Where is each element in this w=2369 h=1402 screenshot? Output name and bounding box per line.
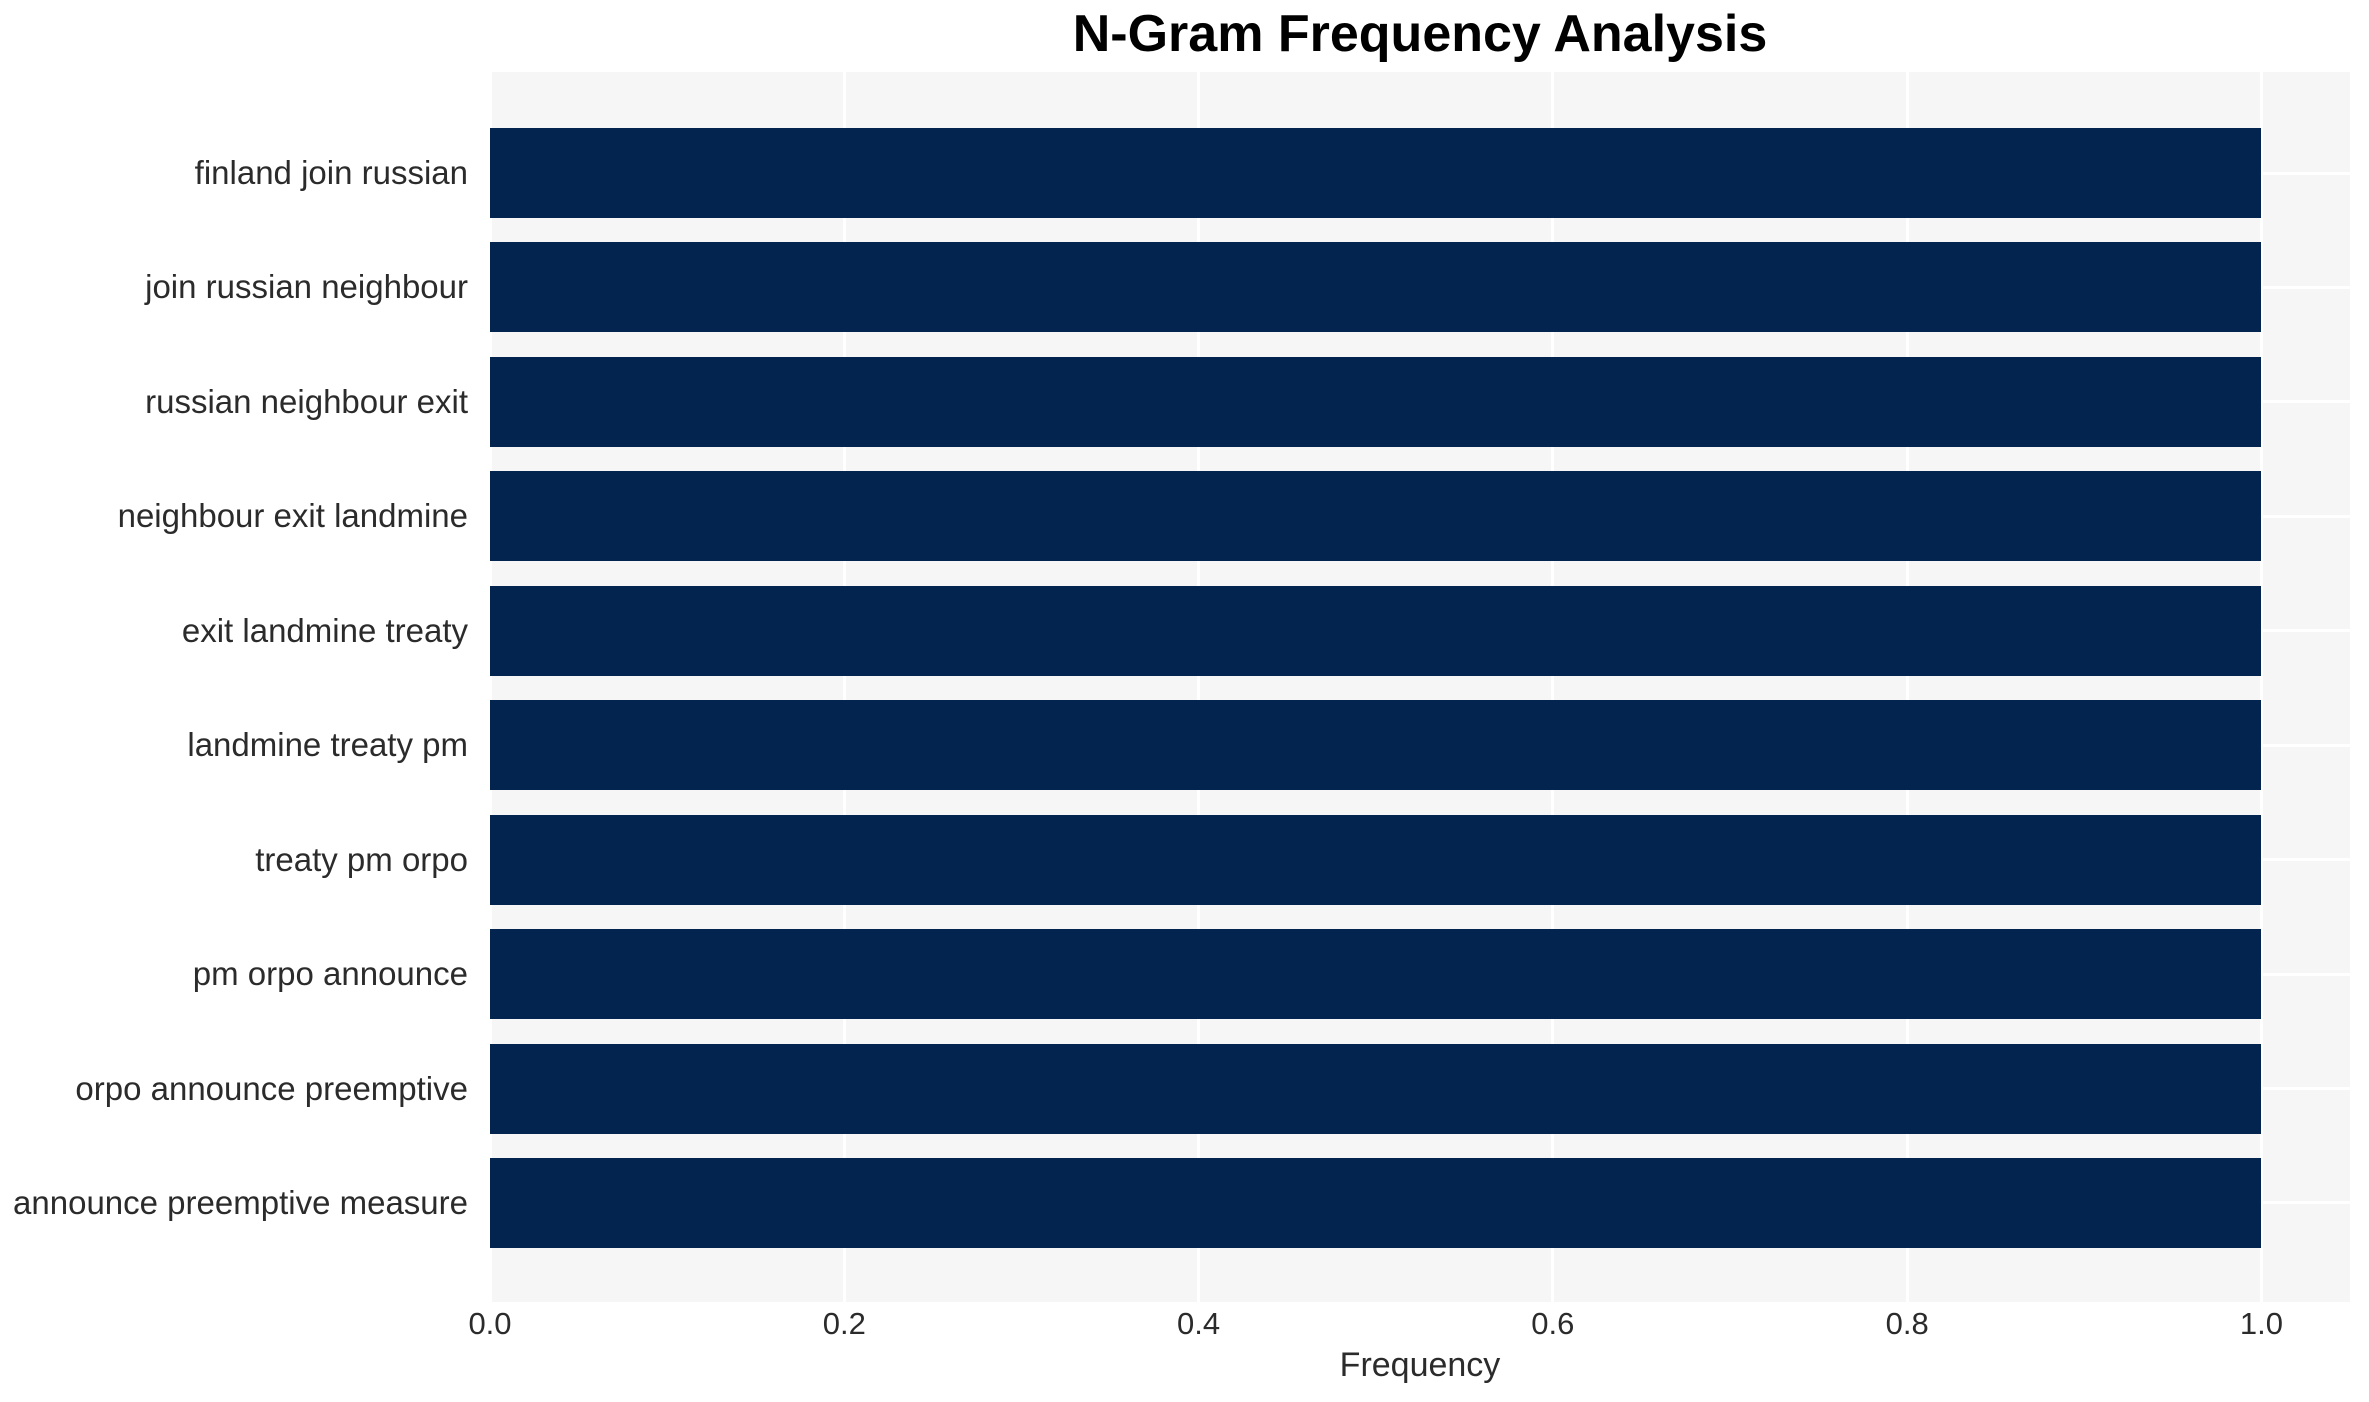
bar-row [490, 929, 2350, 1020]
x-tick-label: 0.6 [1531, 1306, 1575, 1341]
y-tick-label: announce preemptive measure [13, 1183, 468, 1221]
y-tick-label: exit landmine treaty [181, 611, 468, 649]
bar-neighbour-exit-landmine [490, 471, 2262, 562]
y-tick-label: russian neighbour exit [145, 382, 468, 420]
x-tick-label: 0.2 [822, 1306, 866, 1341]
bar-row [490, 1043, 2350, 1134]
x-tick-label: 0.8 [1885, 1306, 1929, 1341]
bar-row [490, 700, 2350, 791]
bar-row [490, 585, 2350, 676]
bar-row [490, 242, 2350, 333]
y-tick-label: treaty pm orpo [255, 840, 468, 878]
bar-finland-join-russian [490, 128, 2262, 218]
x-axis-label: Frequency [1339, 1346, 1501, 1384]
bar-join-russian-neighbour [490, 242, 2262, 333]
bar-rows [490, 128, 2350, 1248]
x-gridline-0.4 [1197, 72, 1201, 1302]
bar-row [490, 471, 2350, 562]
y-tick-label: join russian neighbour [145, 268, 468, 306]
bar-row [490, 1157, 2350, 1248]
chart-title: N-Gram Frequency Analysis [1072, 5, 1768, 63]
bar-row [490, 128, 2350, 218]
x-gridline-0.2 [842, 72, 846, 1302]
x-tick-label: 0.4 [1177, 1306, 1221, 1341]
y-axis-labels: finland join russian join russian neighbo… [0, 128, 468, 1248]
x-gridline-0 [490, 72, 492, 1302]
bar-orpo-announce-preemptive [490, 1043, 2262, 1134]
x-tick-label: 0.0 [468, 1306, 512, 1341]
bar-row [490, 356, 2350, 447]
bar-treaty-pm-orpo [490, 814, 2262, 905]
y-tick-label: finland join russian [194, 154, 468, 191]
y-tick-label: orpo announce preemptive [75, 1069, 468, 1107]
x-tick-label: 1.0 [2239, 1306, 2283, 1341]
bar-landmine-treaty-pm [490, 700, 2262, 791]
bar-announce-preemptive-measure [490, 1157, 2262, 1248]
y-tick-label: landmine treaty pm [187, 726, 468, 764]
plot-area [490, 72, 2350, 1302]
x-gridline-0.6 [1551, 72, 1555, 1302]
x-gridline-0.8 [1905, 72, 1909, 1302]
bar-pm-orpo-announce [490, 929, 2262, 1020]
bar-row [490, 814, 2350, 905]
y-tick-label: pm orpo announce [192, 955, 468, 993]
bar-exit-landmine-treaty [490, 585, 2262, 676]
x-gridline-1 [2259, 72, 2263, 1302]
y-tick-label: neighbour exit landmine [117, 497, 468, 535]
bar-russian-neighbour-exit [490, 356, 2262, 447]
